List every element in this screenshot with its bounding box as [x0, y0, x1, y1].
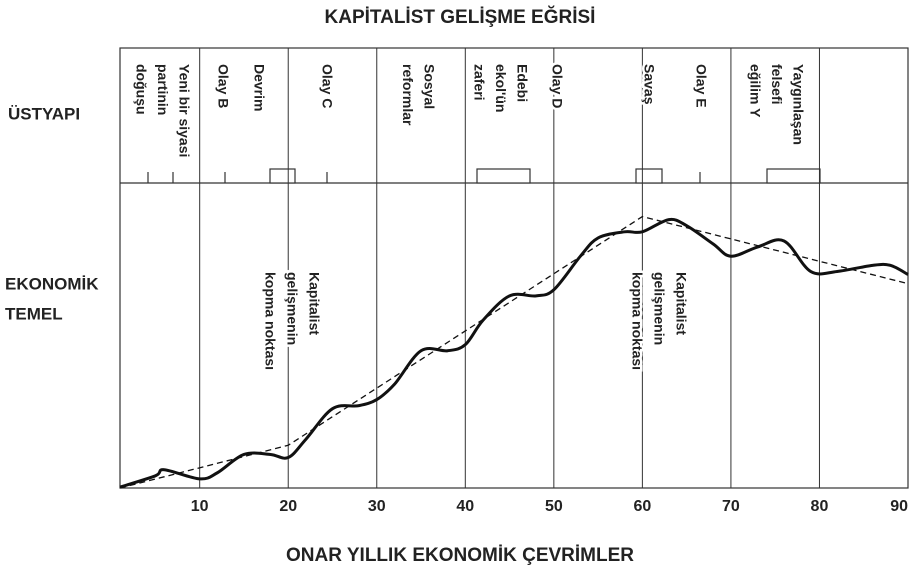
section-label: ÜSTYAPI: [8, 104, 80, 123]
x-tick-label: 60: [633, 498, 651, 515]
x-tick-label: 20: [279, 498, 297, 515]
x-tick-label: 70: [722, 498, 740, 515]
annotation: Edebi: [514, 64, 530, 102]
annotation: kopma noktası: [262, 272, 278, 370]
x-axis-label: ONAR YILLIK EKONOMİK ÇEVRİMLER: [286, 545, 634, 566]
annotation: reformlar: [400, 64, 416, 126]
x-tick-label: 10: [191, 498, 209, 515]
annotation: Devrim: [251, 64, 267, 111]
annotation: Olay C: [319, 64, 335, 108]
event-markers: [147, 168, 821, 184]
annotation: felsefi: [769, 64, 785, 104]
frame: [119, 47, 909, 489]
annotation: partinin: [155, 64, 171, 115]
annotation: Olay E: [693, 64, 709, 108]
data-line: [119, 217, 909, 489]
section-label: TEMEL: [5, 304, 63, 323]
x-tick-label: 50: [545, 498, 563, 515]
annotation: zaferi: [471, 64, 487, 101]
annotation: gelişmenin: [284, 272, 300, 345]
annotation: Olay B: [215, 64, 231, 108]
annotation: Sosyal: [421, 64, 437, 109]
annotation: eğilim Y: [747, 64, 763, 118]
annotation: kopma noktası: [629, 272, 645, 370]
annotation: doğuşu: [133, 64, 149, 115]
annotation: Yaygınlaşan: [790, 64, 806, 145]
x-tick-label: 30: [368, 498, 386, 515]
annotation: Savaş: [641, 64, 657, 105]
chart-title: KAPİTALİST GELİŞME EĞRİSİ: [325, 6, 596, 28]
annotation: ekol'ün: [493, 64, 509, 112]
trend-line: [119, 215, 909, 489]
section-label: EKONOMİK: [5, 274, 99, 293]
annotation: Olay D: [549, 64, 565, 108]
x-tick-label: 40: [456, 498, 474, 515]
annotation: Kapitalist: [673, 272, 689, 335]
x-tick-label: 80: [811, 498, 829, 515]
annotation: Kapitalist: [306, 272, 322, 335]
annotation: Yeni bir siyasi: [176, 64, 192, 157]
annotation: gelişmenin: [651, 272, 667, 345]
x-tick-label: 90: [890, 498, 908, 515]
